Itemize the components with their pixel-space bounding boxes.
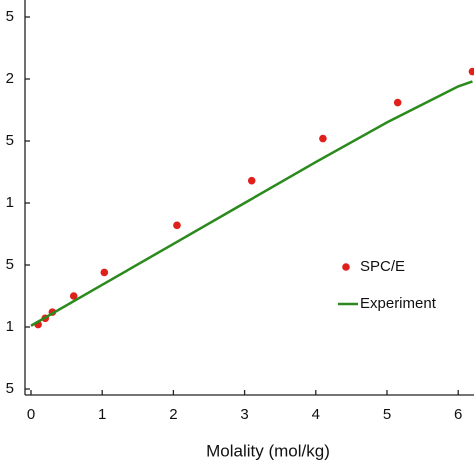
data-point	[69, 292, 78, 300]
data-point	[247, 176, 256, 185]
data-point	[100, 268, 109, 277]
experiment-line	[30, 80, 473, 327]
y-tick-label: 5	[6, 256, 14, 273]
y-tick-label: 1	[6, 318, 14, 335]
y-tick-label: 5	[6, 8, 14, 25]
x-tick-label: 4	[312, 406, 320, 423]
legend-label: Experiment	[360, 295, 437, 312]
y-tick-label: 2	[6, 70, 14, 87]
y-tick-label: 5	[6, 380, 14, 397]
data-point	[393, 98, 402, 107]
x-tick-label: 3	[240, 406, 248, 423]
x-axis-label: Molality (mol/kg)	[206, 441, 330, 460]
x-tick-label: 5	[383, 406, 391, 423]
x-tick-label: 2	[169, 406, 177, 423]
legend-label: SPC/E	[360, 258, 405, 275]
data-point	[468, 67, 474, 76]
data-point	[173, 221, 181, 230]
y-tick-label: 1	[6, 194, 14, 211]
x-tick-label: 0	[27, 406, 35, 423]
y-tick-label: 5	[6, 132, 14, 149]
legend-marker	[342, 263, 350, 271]
x-tick-label: 1	[98, 406, 106, 423]
data-point	[319, 134, 327, 143]
x-tick-label: 6	[454, 406, 462, 423]
